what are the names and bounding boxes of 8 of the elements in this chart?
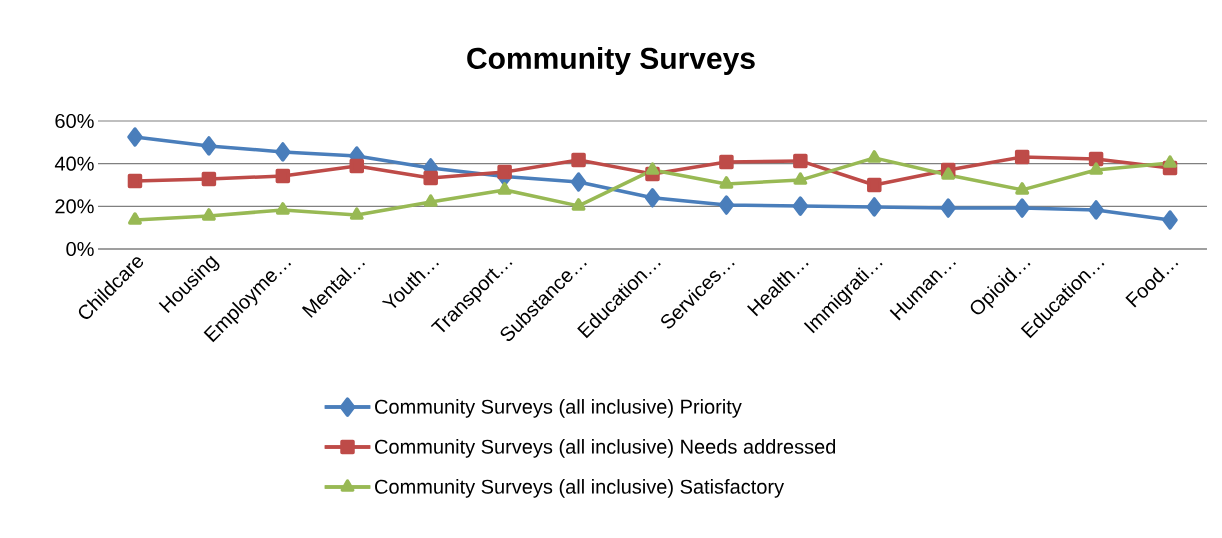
y-tick-label: 0% [66, 241, 94, 257]
legend-label: Community Surveys (all inclusive) Needs addressed [375, 439, 836, 458]
y-tick-label: 60% [55, 113, 94, 129]
chart-title: Community Surveys [467, 47, 755, 75]
y-tick-label: 40% [54, 156, 94, 171]
legend-label: Community Surveys (all inclusive) Priority [375, 399, 742, 418]
y-tick-label: 20% [55, 199, 94, 214]
legend-label: Community Surveys (all inclusive) Satisfactory [375, 479, 785, 498]
